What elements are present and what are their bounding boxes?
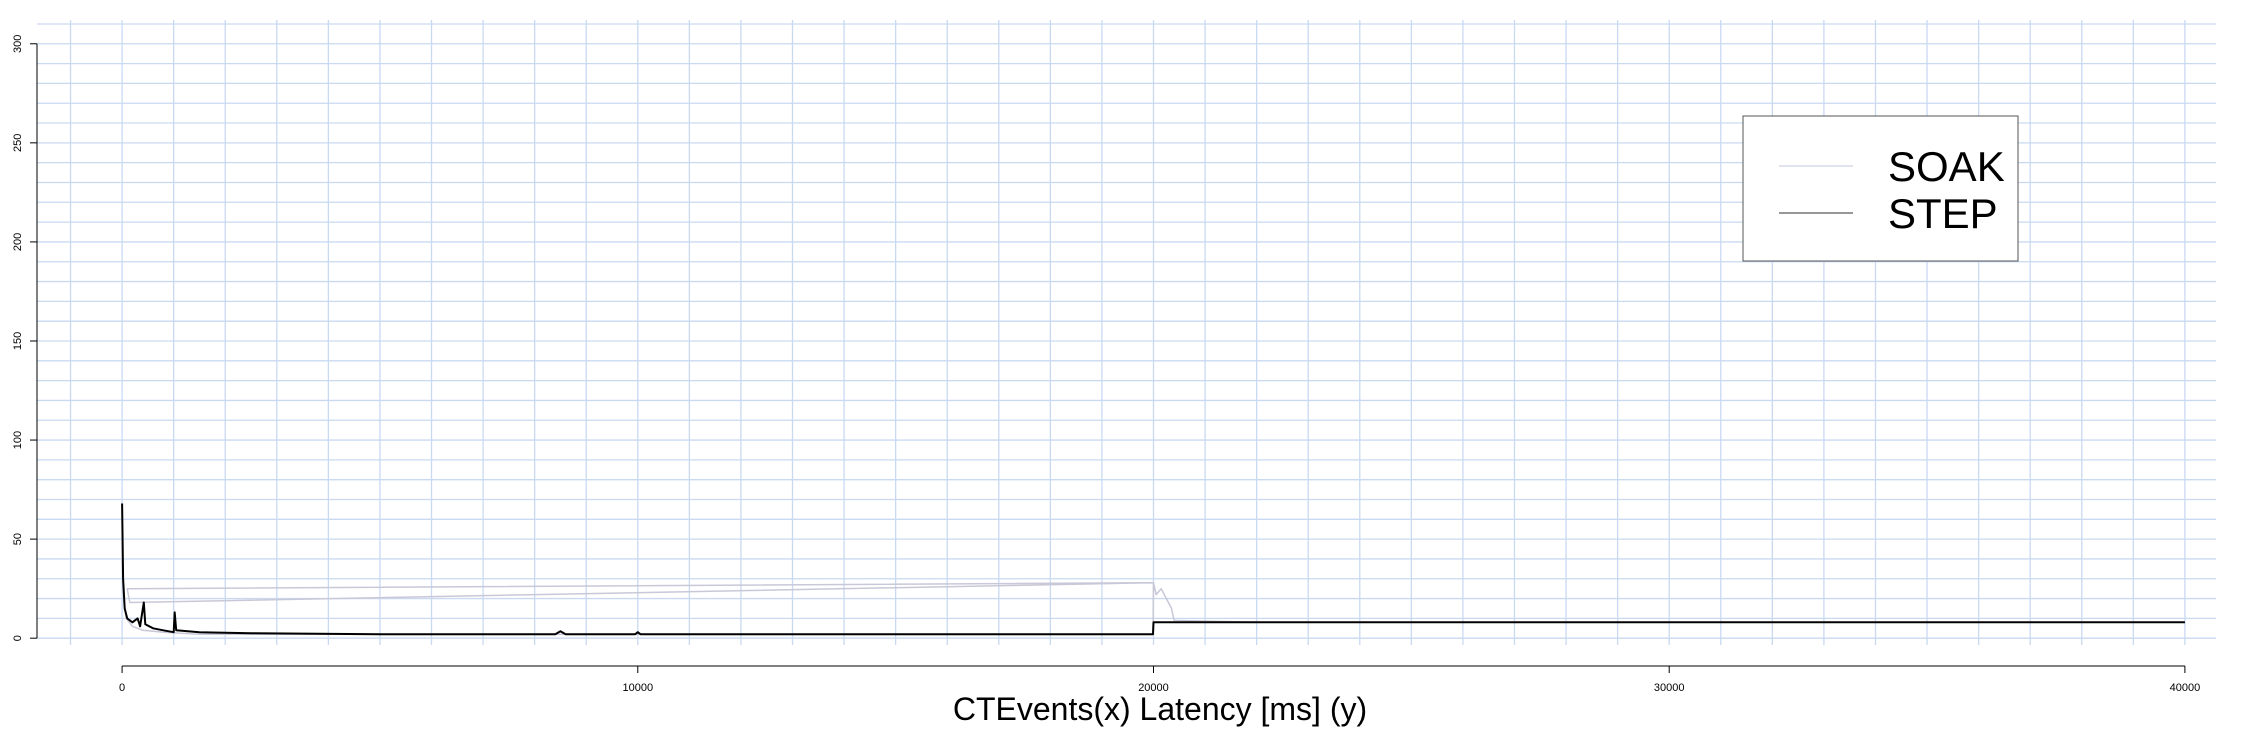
x-axis-title: CTEvents(x) Latency [ms] (y) [953, 691, 1367, 727]
y-tick-label: 0 [12, 635, 24, 641]
y-tick-label: 50 [12, 533, 24, 545]
axes: 0 50 100 150 200 250 300 0 10000 20000 30000 40000 [12, 35, 2200, 694]
x-tick-label: 0 [119, 682, 125, 694]
series-layer [121, 503, 2185, 636]
y-tick-label: 300 [12, 35, 24, 53]
y-tick-label: 100 [12, 431, 24, 449]
x-tick-label: 30000 [1654, 682, 1685, 694]
x-tick-label: 10000 [622, 682, 653, 694]
x-tick-label: 20000 [1138, 682, 1169, 694]
series-line-step [121, 503, 2185, 636]
grid [37, 20, 2216, 645]
x-tick-label: 40000 [2170, 682, 2201, 694]
legend-label-step: STEP [1888, 190, 1998, 237]
series-line-soak [121, 558, 2185, 635]
legend-label-soak: SOAK [1888, 143, 2005, 190]
y-tick-label: 250 [12, 134, 24, 152]
legend-box [1742, 115, 2019, 262]
y-tick-label: 150 [12, 332, 24, 350]
y-tick-label: 200 [12, 233, 24, 251]
